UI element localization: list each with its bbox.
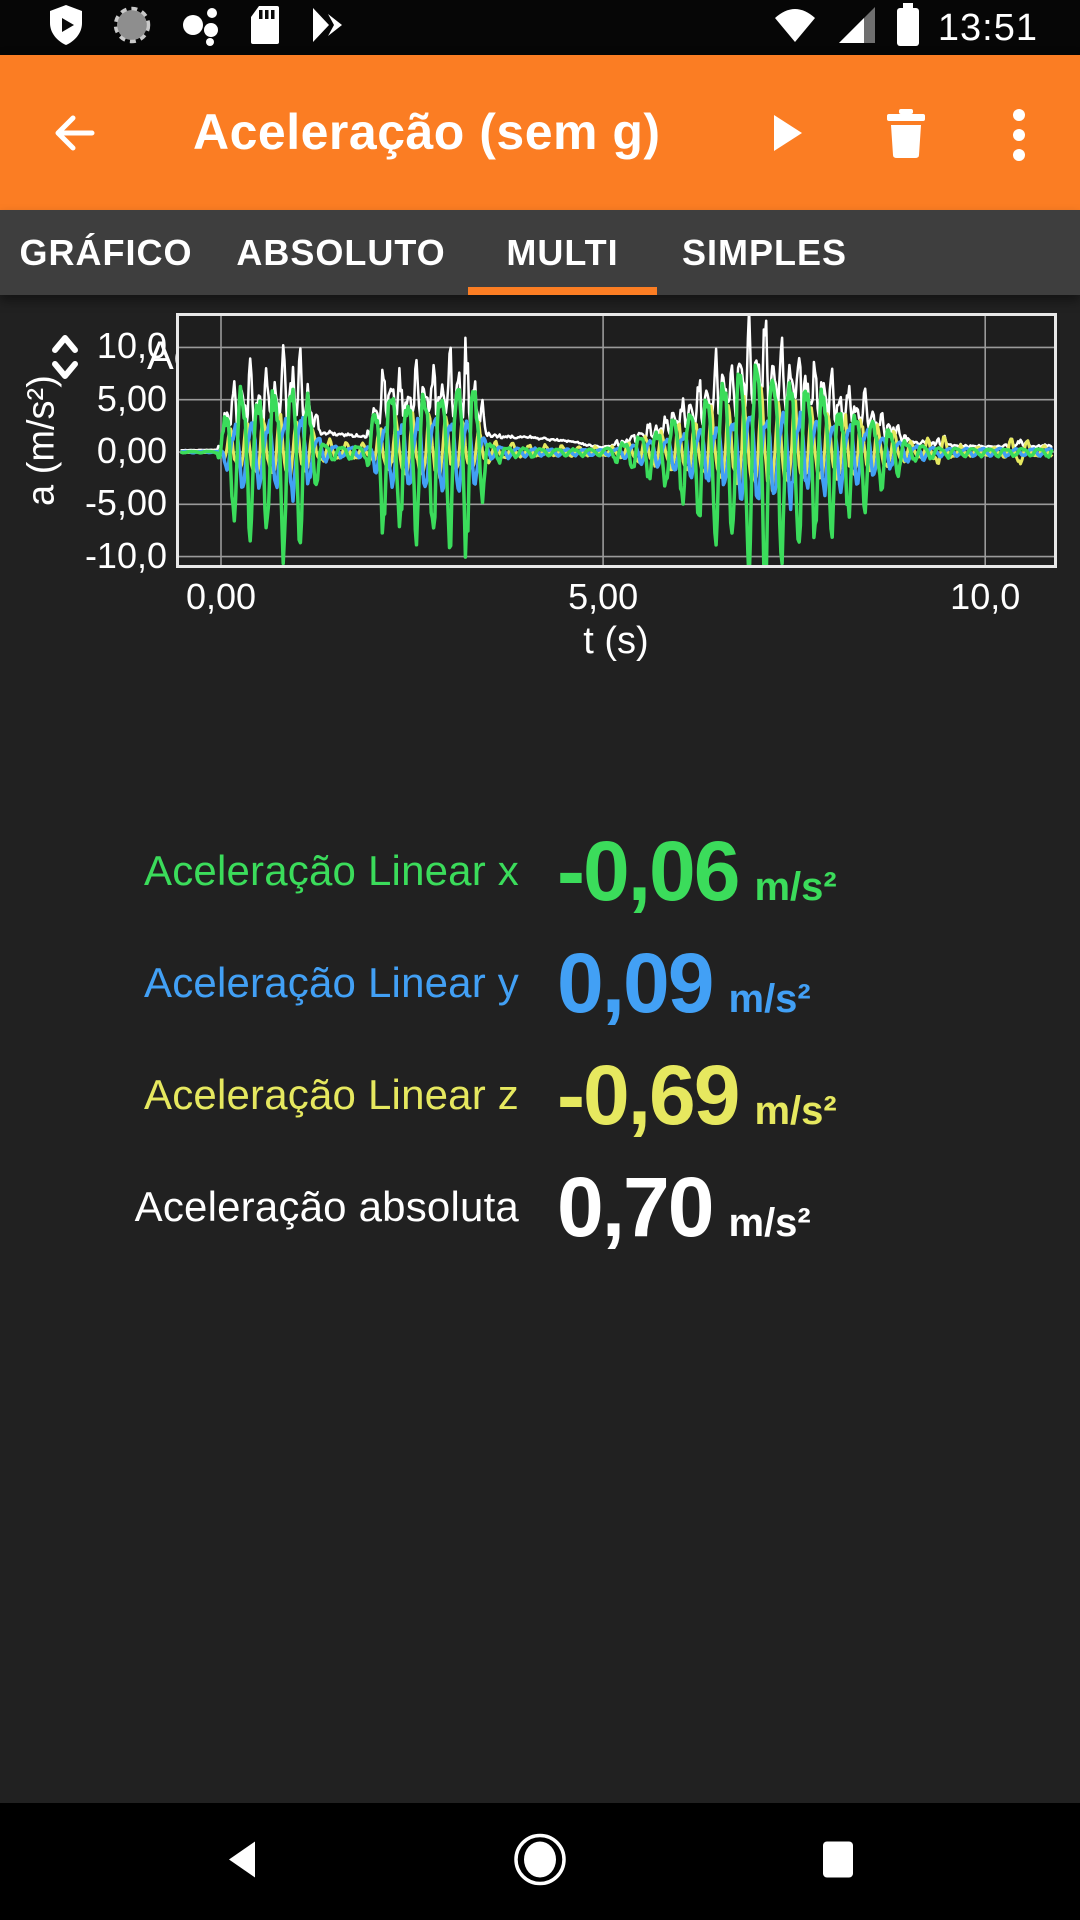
x-axis-label: t (s) [583, 620, 649, 662]
x-tick-label: 5,00 [568, 576, 639, 617]
status-bar: 13:51 [0, 0, 1080, 55]
reading-value: 0,70 m/s² [557, 1160, 811, 1254]
y-tick-label: -5,00 [84, 482, 167, 524]
nav-home-button[interactable] [513, 1832, 567, 1891]
page-title: Aceleração (sem g) [193, 103, 661, 160]
android-nav-bar [0, 1803, 1080, 1920]
readings-list: Aceleração Linear x -0,06 m/s² Aceleraçã… [0, 815, 1080, 1263]
delete-button[interactable] [884, 109, 928, 164]
downloading-icon [112, 5, 152, 50]
tab-grafico[interactable]: GRÁFICO [19, 231, 193, 273]
reading-value: 0,09 m/s² [557, 936, 811, 1030]
overflow-menu-button[interactable] [1012, 107, 1026, 168]
y-tick-label: 10,0 [96, 325, 167, 367]
wifi-icon [772, 7, 818, 48]
app-bar: Aceleração (sem g) [0, 55, 1080, 210]
assistant-dots-icon [180, 4, 222, 51]
reading-value: -0,06 m/s² [557, 824, 837, 918]
status-bar-right: 13:51 [772, 3, 1038, 52]
y-tick-label: 0,00 [96, 430, 167, 471]
sd-card-icon [250, 5, 280, 50]
play-button[interactable] [772, 113, 804, 158]
tab-bar: GRÁFICO ABSOLUTO MULTI SIMPLES [0, 210, 1080, 295]
y-tick-label: -10,0 [84, 534, 167, 576]
reading-label: Aceleração absoluta [134, 1183, 519, 1230]
play-protect-icon [48, 4, 84, 51]
chart-plot-area[interactable] [176, 313, 1057, 568]
tab-simples[interactable]: SIMPLES [681, 231, 848, 273]
reading-label: Aceleração Linear z [143, 1071, 519, 1118]
tab-multi[interactable]: MULTI [468, 210, 657, 295]
reading-row-abs: Aceleração absoluta 0,70 m/s² [0, 1151, 1080, 1263]
y-tick-label: 5,00 [96, 377, 167, 419]
reading-value: -0,69 m/s² [557, 1048, 837, 1142]
play-store-icon [308, 5, 346, 50]
cell-signal-icon [836, 4, 878, 51]
unfold-chart-icon[interactable] [48, 330, 82, 389]
battery-icon [896, 3, 920, 52]
nav-recents-button[interactable] [821, 1839, 855, 1884]
tab-absoluto[interactable]: ABSOLUTO [236, 231, 446, 273]
back-arrow-button[interactable] [50, 109, 98, 162]
reading-row-z: Aceleração Linear z -0,69 m/s² [0, 1039, 1080, 1151]
reading-row-x: Aceleração Linear x -0,06 m/s² [0, 815, 1080, 927]
reading-row-y: Aceleração Linear y 0,09 m/s² [0, 927, 1080, 1039]
nav-back-button[interactable] [224, 1839, 260, 1884]
x-tick-label: 0,00 [185, 576, 257, 617]
clock: 13:51 [937, 6, 1038, 49]
x-tick-label: 10,0 [950, 576, 1021, 617]
status-bar-left [48, 4, 346, 51]
reading-label: Aceleração Linear x [143, 847, 519, 894]
reading-label: Aceleração Linear y [143, 959, 519, 1006]
